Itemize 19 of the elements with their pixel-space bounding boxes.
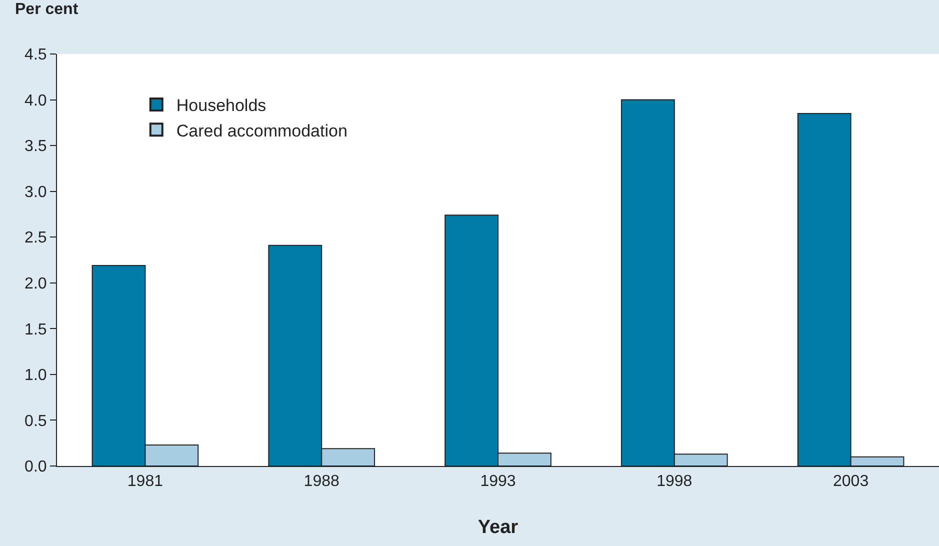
- x-axis-title: Year: [478, 517, 519, 538]
- legend-label: Cared accommodation: [176, 121, 348, 140]
- y-tick-label: 0.5: [24, 412, 47, 430]
- legend-label: Households: [176, 96, 266, 116]
- y-tick-label: 3.5: [24, 138, 47, 156]
- y-tick-label: 2.0: [24, 275, 47, 292]
- y-tick-label: 4.5: [24, 46, 47, 64]
- x-tick-label: 1993: [480, 473, 516, 490]
- y-tick-label: 1.5: [24, 321, 47, 338]
- x-tick-label: 1988: [304, 473, 340, 490]
- y-tick-label: 0.0: [24, 458, 47, 476]
- x-tick-label: 1981: [127, 473, 164, 490]
- x-tick-label: 2003: [833, 473, 869, 490]
- y-tick-label: 1.0: [24, 367, 47, 384]
- y-tick-label: 3.0: [24, 184, 47, 201]
- x-tick-label: 1998: [656, 473, 692, 490]
- y-tick-label: 4.0: [24, 92, 47, 110]
- y-tick-label: 2.5: [24, 230, 47, 247]
- y-axis-title: Per cent: [15, 1, 79, 18]
